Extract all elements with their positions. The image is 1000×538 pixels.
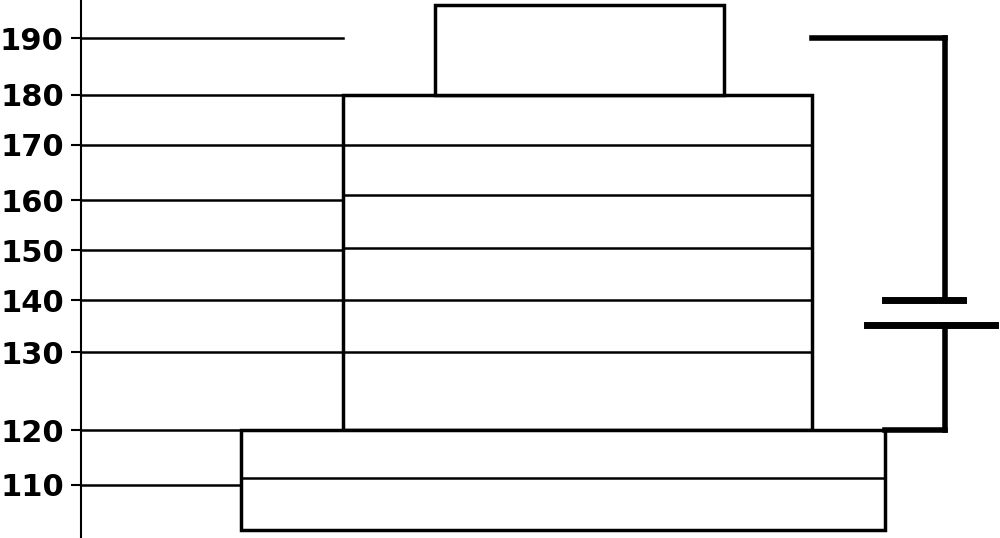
Bar	[241, 430, 885, 530]
Bar	[435, 5, 724, 95]
Bar	[343, 95, 812, 430]
